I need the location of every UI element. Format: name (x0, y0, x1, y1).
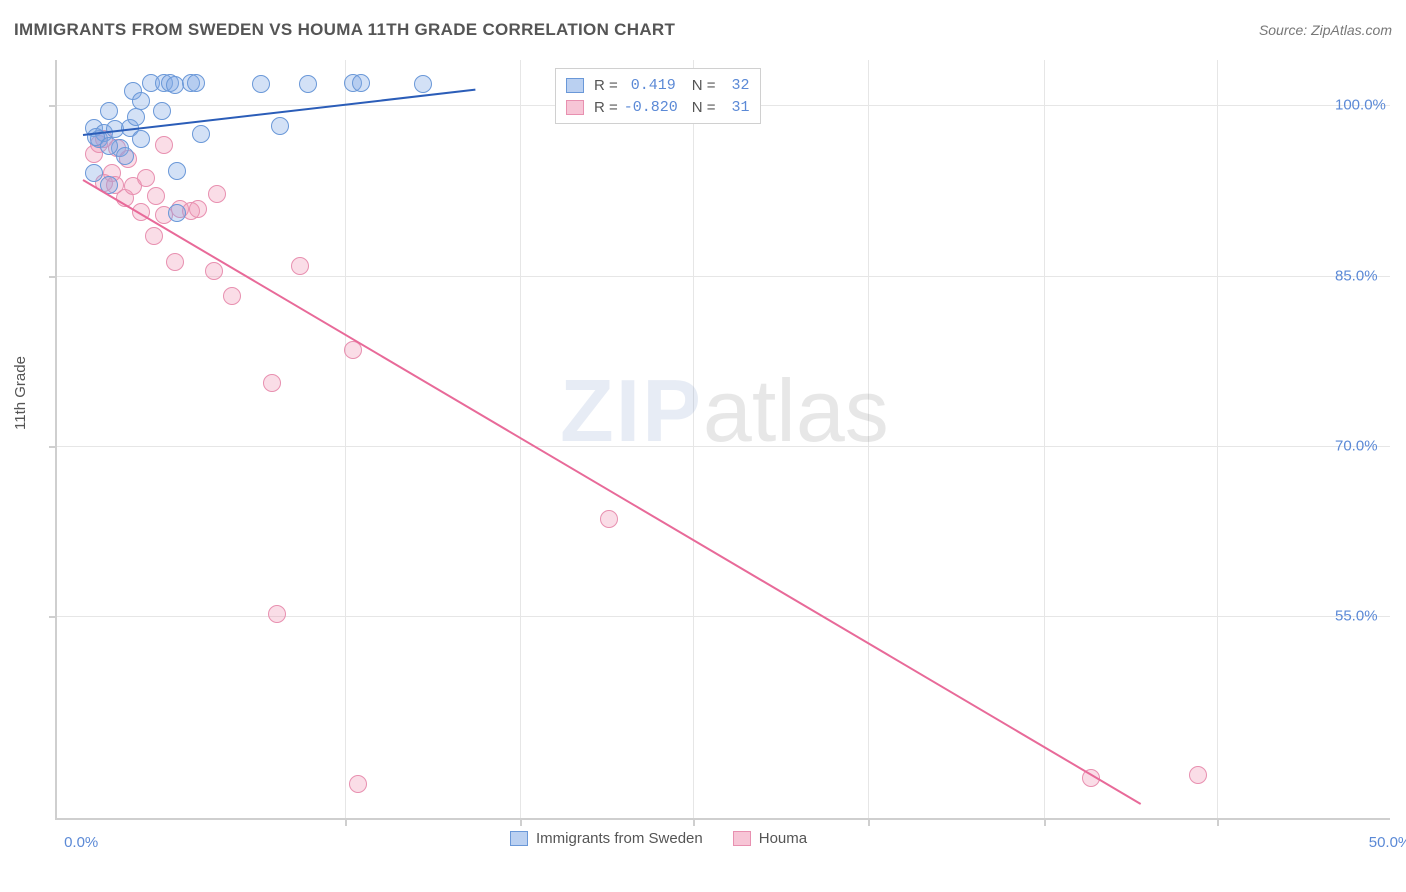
gridline-v (693, 60, 694, 818)
legend-r-value: 0.419 (624, 77, 676, 94)
point-houma (189, 200, 207, 218)
legend-swatch (566, 78, 584, 93)
point-sweden (116, 147, 134, 165)
legend-swatch (510, 831, 528, 846)
gridline-h (57, 276, 1390, 277)
point-houma (147, 187, 165, 205)
xtick-label: 0.0% (64, 834, 98, 851)
point-houma (205, 262, 223, 280)
chart-title: IMMIGRANTS FROM SWEDEN VS HOUMA 11TH GRA… (14, 20, 675, 40)
ytick-label: 55.0% (1335, 607, 1378, 624)
y-axis-label: 11th Grade (12, 356, 29, 430)
tick-v (693, 818, 695, 826)
legend-n-label: N = (692, 77, 716, 94)
point-sweden (187, 74, 205, 92)
gridline-v (1217, 60, 1218, 818)
legend-r-value: -0.820 (624, 99, 676, 116)
tick-h (49, 276, 57, 278)
point-houma (263, 374, 281, 392)
legend-swatch (566, 100, 584, 115)
point-houma (268, 605, 286, 623)
point-sweden (168, 204, 186, 222)
point-sweden (352, 74, 370, 92)
legend-swatch (733, 831, 751, 846)
gridline-h (57, 616, 1390, 617)
point-sweden (252, 75, 270, 93)
legend-n-value: 32 (722, 77, 750, 94)
point-houma (291, 257, 309, 275)
point-houma (145, 227, 163, 245)
point-sweden (127, 108, 145, 126)
legend-n-value: 31 (722, 99, 750, 116)
tick-v (345, 818, 347, 826)
tick-h (49, 446, 57, 448)
ytick-label: 85.0% (1335, 267, 1378, 284)
legend-row: R = 0.419 N = 32 (566, 74, 750, 96)
point-sweden (414, 75, 432, 93)
gridline-v (345, 60, 346, 818)
xtick-label: 50.0% (1369, 834, 1406, 851)
trendline-houma (83, 179, 1142, 805)
gridline-v (1044, 60, 1045, 818)
point-sweden (153, 102, 171, 120)
tick-v (1217, 818, 1219, 826)
point-sweden (168, 162, 186, 180)
ytick-label: 100.0% (1335, 97, 1386, 114)
series-legend: Immigrants from Sweden Houma (510, 830, 829, 847)
point-houma (137, 169, 155, 187)
correlation-legend: R = 0.419 N = 32 R = -0.820 N = 31 (555, 68, 761, 124)
tick-v (520, 818, 522, 826)
point-houma (1189, 766, 1207, 784)
source-label: Source: ZipAtlas.com (1259, 22, 1392, 38)
point-houma (223, 287, 241, 305)
point-houma (155, 136, 173, 154)
legend-r-label: R = (594, 99, 618, 116)
legend-r-label: R = (594, 77, 618, 94)
gridline-h (57, 446, 1390, 447)
ytick-label: 70.0% (1335, 437, 1378, 454)
point-sweden (192, 125, 210, 143)
point-sweden (132, 92, 150, 110)
point-sweden (132, 130, 150, 148)
point-houma (166, 253, 184, 271)
point-sweden (271, 117, 289, 135)
point-houma (349, 775, 367, 793)
tick-h (49, 105, 57, 107)
gridline-v (868, 60, 869, 818)
point-houma (208, 185, 226, 203)
plot-area (55, 60, 1390, 820)
point-sweden (299, 75, 317, 93)
tick-v (1044, 818, 1046, 826)
point-houma (600, 510, 618, 528)
tick-v (868, 818, 870, 826)
legend-series-name: Immigrants from Sweden (536, 830, 703, 847)
legend-n-label: N = (692, 99, 716, 116)
legend-row: R = -0.820 N = 31 (566, 96, 750, 118)
point-sweden (100, 102, 118, 120)
legend-series-name: Houma (759, 830, 807, 847)
tick-h (49, 616, 57, 618)
point-sweden (85, 164, 103, 182)
